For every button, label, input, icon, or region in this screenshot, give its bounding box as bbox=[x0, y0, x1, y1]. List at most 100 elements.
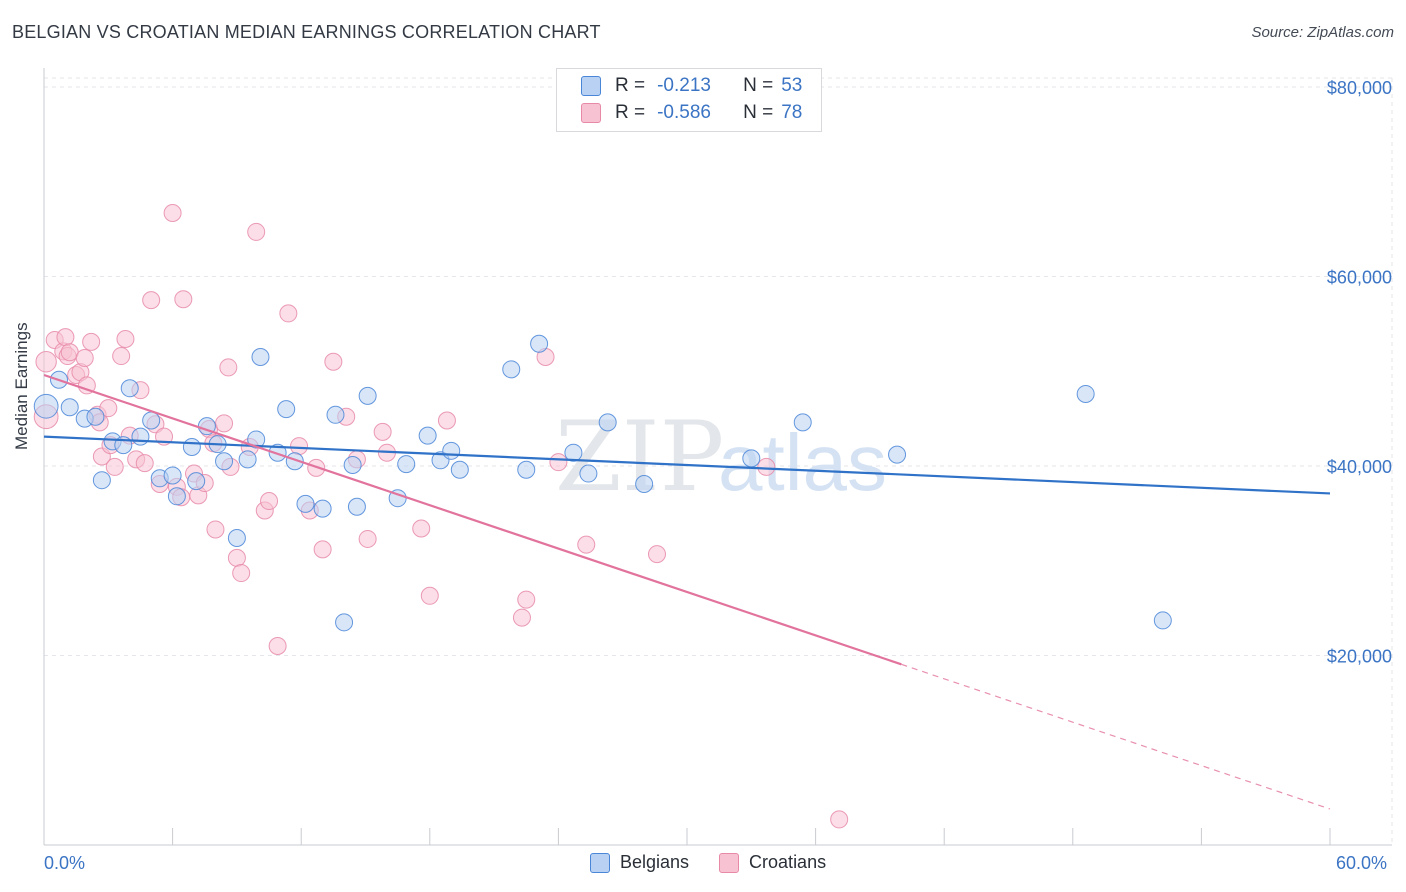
y-tick-labels: $20,000 $40,000 $60,000 $80,000 bbox=[1327, 78, 1392, 667]
croatian-point bbox=[116, 330, 135, 349]
belgian-point bbox=[598, 413, 617, 432]
belgians-legend-label: Belgians bbox=[620, 852, 690, 872]
belgian-point bbox=[502, 360, 521, 379]
belgian-point bbox=[131, 427, 150, 446]
croatians-trend-extension bbox=[901, 663, 1331, 810]
belgians-swatch bbox=[581, 76, 601, 96]
croatian-point bbox=[512, 608, 531, 627]
belgian-point bbox=[247, 430, 266, 449]
belgian-point bbox=[530, 334, 549, 353]
belgian-point bbox=[313, 499, 332, 518]
belgian-point bbox=[120, 379, 139, 398]
croatian-point bbox=[105, 457, 124, 476]
y-tick-label: $20,000 bbox=[1327, 646, 1392, 666]
croatians-r-value: -0.586 bbox=[657, 102, 711, 123]
croatian-point bbox=[420, 586, 439, 605]
croatian-point bbox=[60, 343, 79, 362]
croatian-point bbox=[56, 328, 75, 347]
croatian-point bbox=[324, 352, 343, 371]
croatians-points bbox=[33, 203, 849, 829]
croatian-point bbox=[290, 437, 309, 456]
croatian-point bbox=[437, 411, 456, 430]
belgian-point bbox=[1153, 611, 1172, 630]
belgian-point bbox=[277, 400, 296, 419]
croatian-point bbox=[577, 535, 596, 554]
croatian-point bbox=[35, 351, 57, 373]
croatian-point bbox=[206, 520, 225, 539]
croatians-swatch bbox=[581, 103, 601, 123]
croatian-point bbox=[163, 203, 182, 222]
belgian-point bbox=[142, 411, 161, 430]
croatian-point bbox=[373, 422, 392, 441]
belgian-point bbox=[335, 613, 354, 632]
x-tick-max: 60.0% bbox=[1336, 853, 1388, 873]
legend-item-belgians[interactable]: Belgians bbox=[590, 852, 689, 873]
croatian-point bbox=[215, 414, 234, 433]
belgian-point bbox=[793, 413, 812, 432]
belgian-point bbox=[187, 472, 206, 491]
x-tick-min: 0.0% bbox=[44, 853, 86, 873]
croatian-point bbox=[757, 457, 776, 476]
belgian-point bbox=[182, 438, 201, 457]
belgian-point bbox=[60, 398, 79, 417]
belgian-point bbox=[238, 450, 257, 469]
belgians-n-value: 53 bbox=[781, 75, 803, 96]
croatian-point bbox=[517, 590, 536, 609]
legend-item-croatians[interactable]: Croatians bbox=[719, 852, 826, 873]
belgian-point bbox=[579, 464, 598, 483]
croatians-n-value: 78 bbox=[781, 102, 803, 123]
legend-r-label: R = bbox=[615, 75, 646, 96]
y-tick-label: $60,000 bbox=[1327, 267, 1392, 287]
croatian-point bbox=[260, 492, 279, 511]
belgian-point bbox=[347, 497, 366, 516]
chart-title: BELGIAN VS CROATIAN MEDIAN EARNINGS CORR… bbox=[12, 22, 601, 42]
croatian-point bbox=[313, 540, 332, 559]
belgian-point bbox=[92, 471, 111, 490]
belgian-point bbox=[358, 386, 377, 405]
croatian-point bbox=[227, 548, 246, 567]
croatian-point bbox=[358, 529, 377, 548]
croatian-point bbox=[135, 454, 154, 473]
belgian-point bbox=[343, 456, 362, 475]
y-tick-label: $40,000 bbox=[1327, 457, 1392, 477]
belgian-point bbox=[296, 494, 315, 513]
belgian-point bbox=[163, 466, 182, 485]
legend-r-label: R = bbox=[615, 102, 646, 123]
correlation-legend: R = -0.213 N = 53 R = -0.586 N = 78 bbox=[556, 68, 822, 132]
belgian-point bbox=[564, 443, 583, 462]
croatian-point bbox=[549, 453, 568, 472]
croatian-point bbox=[647, 545, 666, 564]
belgian-point bbox=[251, 348, 270, 367]
axes bbox=[43, 68, 1392, 846]
belgian-point bbox=[418, 426, 437, 445]
croatian-point bbox=[219, 358, 238, 377]
croatian-point bbox=[142, 291, 161, 310]
croatians-legend-label: Croatians bbox=[749, 852, 827, 872]
belgian-point bbox=[86, 407, 105, 426]
legend-n-label: N = bbox=[743, 75, 774, 96]
croatian-point bbox=[279, 304, 298, 323]
belgian-point bbox=[888, 445, 907, 464]
belgian-point bbox=[33, 393, 59, 419]
series-legend: Belgians Croatians bbox=[590, 852, 856, 873]
croatian-point bbox=[174, 290, 193, 309]
belgian-point bbox=[227, 528, 246, 547]
belgian-point bbox=[397, 455, 416, 474]
croatian-point bbox=[830, 810, 849, 829]
legend-n-label: N = bbox=[743, 102, 774, 123]
legend-row-belgians: R = -0.213 N = 53 bbox=[581, 74, 802, 98]
croatian-point bbox=[99, 399, 118, 418]
croatian-point bbox=[112, 347, 131, 366]
belgian-point bbox=[1076, 384, 1095, 403]
belgian-point bbox=[326, 405, 345, 424]
belgian-point bbox=[285, 452, 304, 471]
legend-row-croatians: R = -0.586 N = 78 bbox=[581, 101, 802, 125]
belgians-trend-line bbox=[43, 435, 1331, 495]
belgian-point bbox=[635, 474, 654, 493]
croatian-point bbox=[77, 376, 96, 395]
croatian-point bbox=[247, 222, 266, 241]
croatian-point bbox=[75, 348, 94, 367]
croatian-point bbox=[412, 519, 431, 538]
belgians-legend-swatch bbox=[590, 852, 610, 873]
